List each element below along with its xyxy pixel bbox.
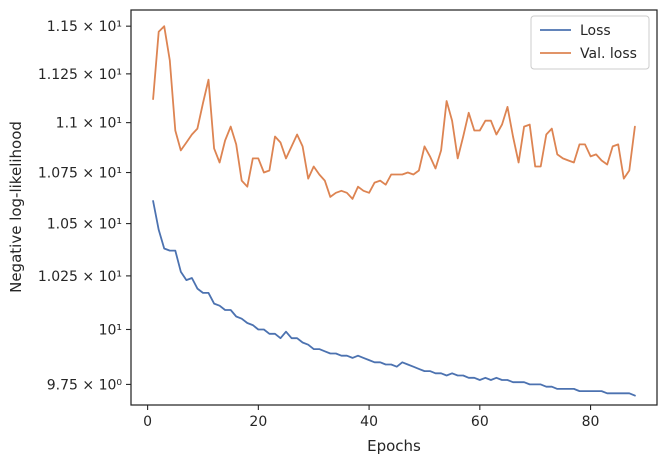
y-tick-label: 10¹ xyxy=(99,322,122,338)
y-axis-label: Negative log-likelihood xyxy=(7,121,25,293)
legend-label-val-loss: Val. loss xyxy=(580,46,637,62)
y-tick-label: 1.025 × 10¹ xyxy=(38,269,122,285)
y-tick-label: 1.05 × 10¹ xyxy=(47,217,122,233)
x-axis: 0 20 40 60 80 xyxy=(143,405,599,430)
x-tick-label: 0 xyxy=(143,414,152,430)
x-tick-label: 80 xyxy=(582,414,600,430)
plot-lines xyxy=(152,25,636,397)
x-tick-label: 20 xyxy=(249,414,267,430)
series-line-val-loss xyxy=(152,25,636,200)
legend-label-loss: Loss xyxy=(580,23,611,39)
legend: Loss Val. loss xyxy=(530,15,650,70)
x-tick-label: 40 xyxy=(360,414,378,430)
series-line-loss xyxy=(152,200,636,397)
axes-frame xyxy=(130,9,658,406)
y-tick-label: 1.075 × 10¹ xyxy=(38,166,122,182)
y-tick-label: 1.1 × 10¹ xyxy=(56,116,122,132)
y-tick-label: 1.125 × 10¹ xyxy=(38,67,122,83)
y-axis: 9.75 × 10⁰ 10¹ 1.025 × 10¹ 1.05 × 10¹ 1.075 … xyxy=(38,19,131,393)
x-tick-label: 60 xyxy=(471,414,489,430)
x-axis-label: Epochs xyxy=(367,437,421,455)
y-tick-label: 1.15 × 10¹ xyxy=(47,19,122,35)
y-tick-label: 9.75 × 10⁰ xyxy=(47,377,123,393)
